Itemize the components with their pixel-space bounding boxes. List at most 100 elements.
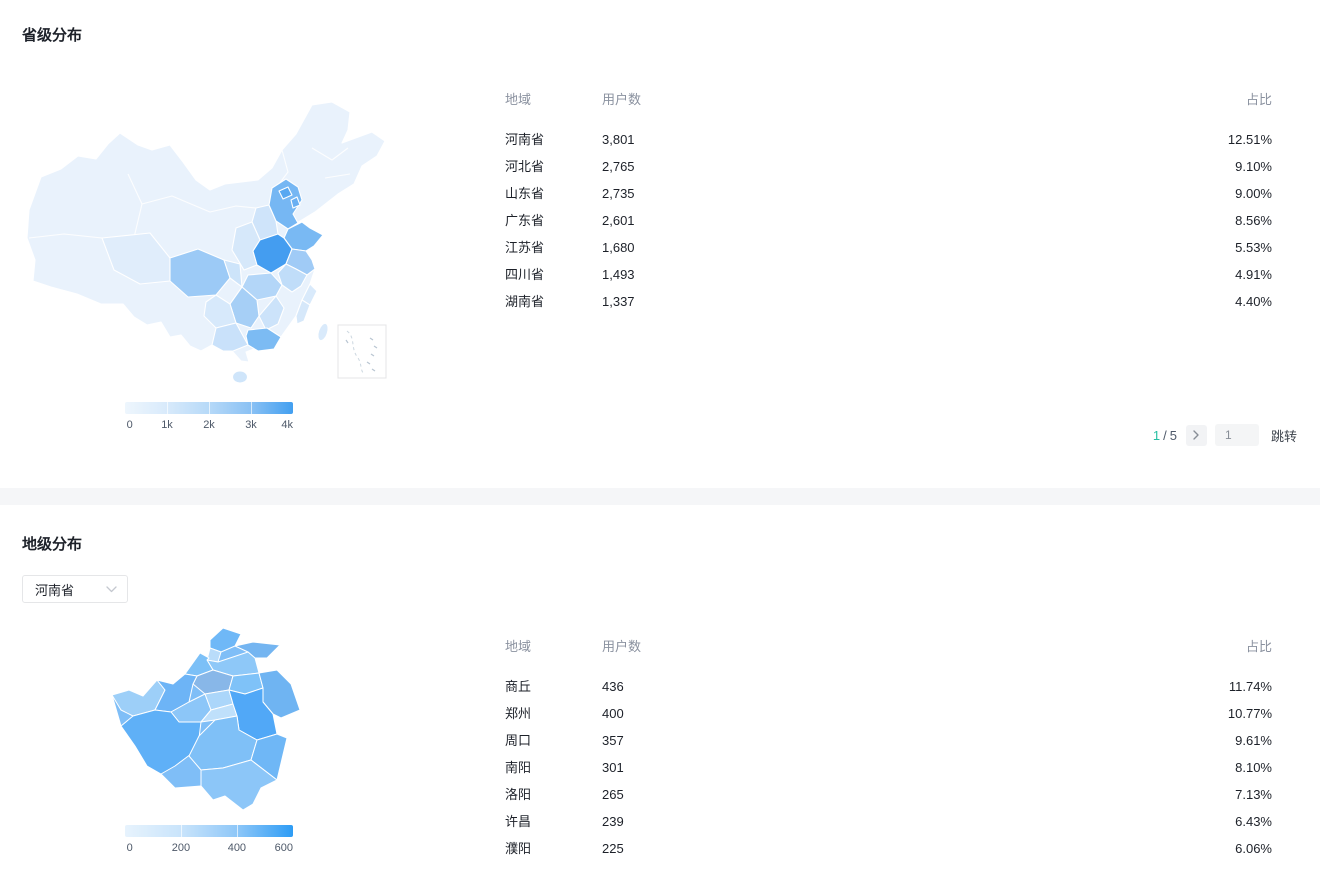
table-row: 河北省 2,765 9.10% <box>505 153 1272 180</box>
header-users: 用户数 <box>602 92 642 107</box>
users-cell: 1,680 <box>602 240 635 255</box>
users-cell: 1,337 <box>602 294 635 309</box>
share-cell: 5.53% <box>1235 240 1272 255</box>
region-cell: 濮阳 <box>505 841 532 856</box>
share-cell: 12.51% <box>1227 132 1272 147</box>
region-cell: 南阳 <box>505 760 532 775</box>
province-tianjin[interactable] <box>290 196 301 209</box>
legend-tick-labels: 0 200 400 600 <box>125 842 293 856</box>
province-select[interactable]: 河南省 <box>22 575 128 603</box>
share-cell: 8.10% <box>1235 760 1272 775</box>
header-share: 占比 <box>1245 639 1272 654</box>
region-cell: 湖南省 <box>505 294 545 309</box>
province-sichuan[interactable] <box>169 248 231 298</box>
table-row: 濮阳 225 6.06% <box>505 835 1272 862</box>
legend-tick: 0 <box>126 419 133 431</box>
province-guangdong[interactable] <box>245 327 282 352</box>
chevron-down-icon <box>106 585 117 592</box>
prefecture-luoyang[interactable] <box>154 673 198 713</box>
table-header-row: 地域 用户数 占比 <box>505 637 1272 657</box>
header-users: 用户数 <box>602 639 642 654</box>
province-select-value: 河南省 <box>35 582 75 598</box>
pagination-current-page: 1 <box>1152 427 1161 443</box>
province-chongqing[interactable] <box>223 259 243 288</box>
henan-map-svg[interactable] <box>105 618 305 823</box>
region-cell: 周口 <box>505 733 532 748</box>
region-cell: 郑州 <box>505 706 532 721</box>
legend-tick: 600 <box>274 842 293 854</box>
users-cell: 239 <box>602 814 624 829</box>
china-choropleth-map[interactable] <box>20 88 450 398</box>
table-row: 河南省 3,801 12.51% <box>505 126 1272 153</box>
henan-choropleth-map[interactable] <box>105 618 305 823</box>
legend-tick: 3k <box>245 419 257 431</box>
table-row: 周口 357 9.61% <box>505 727 1272 754</box>
province-taiwan[interactable] <box>316 322 330 342</box>
region-cell: 山东省 <box>505 186 545 201</box>
users-cell: 2,735 <box>602 186 635 201</box>
users-cell: 2,601 <box>602 213 635 228</box>
province-hebei[interactable] <box>268 178 303 230</box>
share-cell: 4.91% <box>1235 267 1272 282</box>
province-guangxi[interactable] <box>211 322 249 352</box>
header-region: 地域 <box>505 92 532 107</box>
henan-map-legend: 0 200 400 600 <box>125 825 293 856</box>
legend-tick: 200 <box>171 842 191 854</box>
share-cell: 9.61% <box>1235 733 1272 748</box>
prefecture-zhumadian-east[interactable] <box>250 733 288 781</box>
province-hainan[interactable] <box>231 370 249 384</box>
header-region: 地域 <box>505 639 532 654</box>
header-share: 占比 <box>1245 92 1272 107</box>
pagination-total-pages: 5 <box>1169 427 1177 443</box>
users-cell: 1,493 <box>602 267 635 282</box>
pagination-separator: / <box>1163 427 1167 443</box>
users-cell: 357 <box>602 733 624 748</box>
south-china-sea-inset <box>337 324 387 379</box>
legend-tick: 0 <box>126 842 133 854</box>
china-map-legend: 0 1k 2k 3k 4k <box>125 402 293 433</box>
table-body: 河南省 3,801 12.51% 河北省 2,765 9.10% 山东省 2,7… <box>505 126 1272 315</box>
table-row: 湖南省 1,337 4.40% <box>505 288 1272 315</box>
pagination-jump-label[interactable]: 跳转 <box>1270 428 1297 444</box>
users-cell: 225 <box>602 841 624 856</box>
province-anhui[interactable] <box>277 263 308 293</box>
legend-tick: 1k <box>161 419 173 431</box>
table-row: 江苏省 1,680 5.53% <box>505 234 1272 261</box>
provincial-section-title: 省级分布 <box>22 27 83 44</box>
province-jiangxi[interactable] <box>258 295 285 331</box>
pagination-next-button[interactable] <box>1185 424 1207 446</box>
legend-gradient-bar <box>125 402 293 414</box>
table-row: 郑州 400 10.77% <box>505 700 1272 727</box>
prefecture-section-title: 地级分布 <box>22 536 83 553</box>
legend-tick-labels: 0 1k 2k 3k 4k <box>125 419 293 433</box>
users-cell: 3,801 <box>602 132 635 147</box>
share-cell: 4.40% <box>1235 294 1272 309</box>
prefecture-table: 地域 用户数 占比 商丘 436 11.74% 郑州 400 10.77% 周口… <box>505 637 1272 862</box>
region-cell: 许昌 <box>505 814 532 829</box>
table-row: 南阳 301 8.10% <box>505 754 1272 781</box>
table-row: 商丘 436 11.74% <box>505 673 1272 700</box>
share-cell: 9.10% <box>1235 159 1272 174</box>
section-divider <box>0 488 1320 505</box>
pagination-jump-input[interactable] <box>1214 424 1259 446</box>
table-row: 广东省 2,601 8.56% <box>505 207 1272 234</box>
share-cell: 7.13% <box>1235 787 1272 802</box>
province-beijing[interactable] <box>278 186 293 200</box>
share-cell: 10.77% <box>1227 706 1272 721</box>
table-header-row: 地域 用户数 占比 <box>505 90 1272 110</box>
region-cell: 河南省 <box>505 132 545 147</box>
prefecture-xinyang[interactable] <box>200 759 278 811</box>
prefecture-distribution-section: 地级分布 河南省 <box>0 505 1320 869</box>
china-mainland[interactable] <box>26 101 386 363</box>
china-map-svg[interactable] <box>20 88 450 398</box>
users-cell: 2,765 <box>602 159 635 174</box>
legend-tick: 4k <box>281 419 293 431</box>
region-cell: 江苏省 <box>505 240 545 255</box>
table-row: 洛阳 265 7.13% <box>505 781 1272 808</box>
table-row: 四川省 1,493 4.91% <box>505 261 1272 288</box>
province-fujian[interactable] <box>295 299 311 325</box>
pagination: 1 / 5 跳转 <box>1153 424 1297 446</box>
chevron-right-icon <box>1193 430 1200 440</box>
legend-tick: 400 <box>227 842 247 854</box>
users-cell: 436 <box>602 679 624 694</box>
